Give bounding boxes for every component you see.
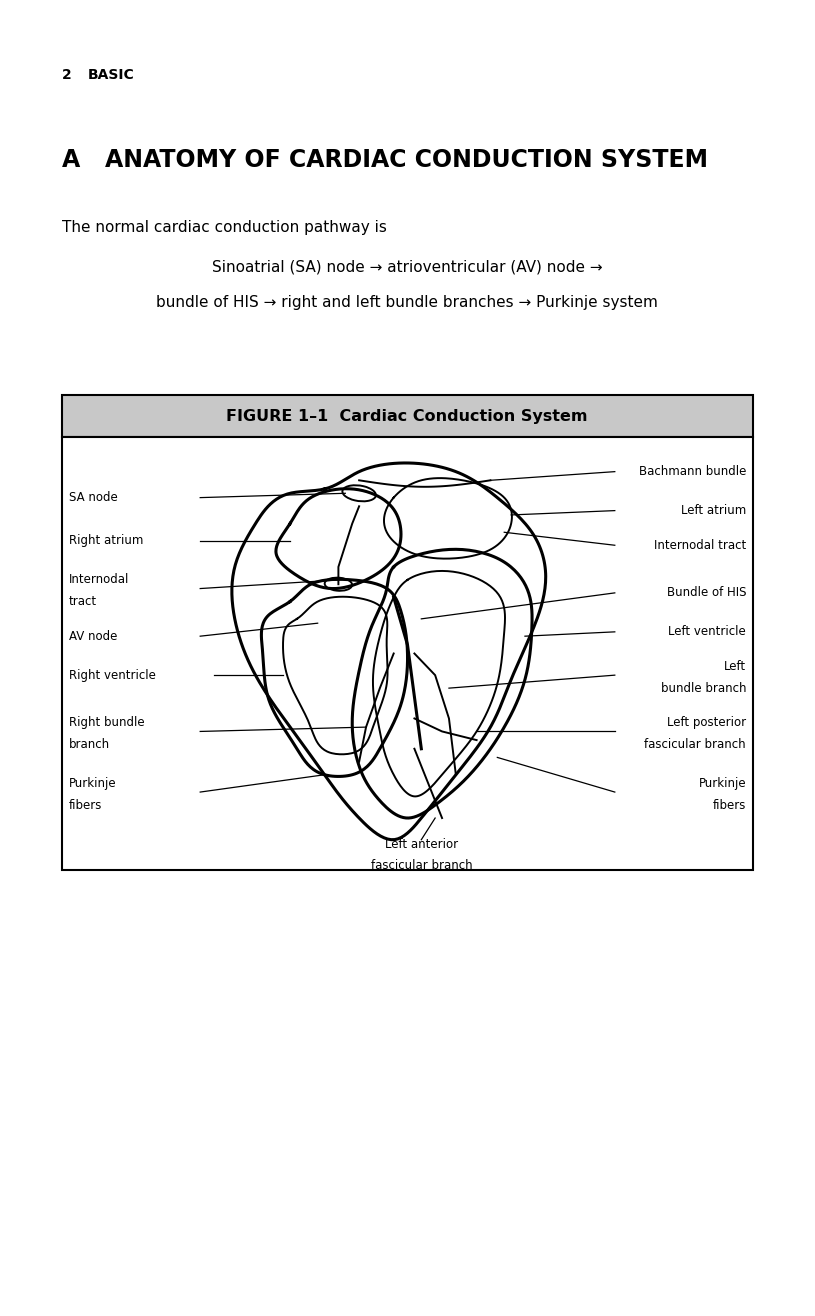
Text: FIGURE 1–1  Cardiac Conduction System: FIGURE 1–1 Cardiac Conduction System <box>227 408 588 424</box>
Text: Internodal: Internodal <box>69 574 130 587</box>
Text: Left: Left <box>724 661 746 672</box>
Text: Internodal tract: Internodal tract <box>654 538 746 551</box>
Text: Left posterior: Left posterior <box>667 716 746 729</box>
Text: bundle of HIS → right and left bundle branches → Purkinje system: bundle of HIS → right and left bundle br… <box>156 295 658 311</box>
Text: tract: tract <box>69 595 97 608</box>
Text: A   ANATOMY OF CARDIAC CONDUCTION SYSTEM: A ANATOMY OF CARDIAC CONDUCTION SYSTEM <box>62 147 708 172</box>
Text: Sinoatrial (SA) node → atrioventricular (AV) node →: Sinoatrial (SA) node → atrioventricular … <box>212 261 602 275</box>
Text: AV node: AV node <box>69 629 117 642</box>
Text: BASIC: BASIC <box>88 68 134 82</box>
Text: Bundle of HIS: Bundle of HIS <box>667 587 746 599</box>
Text: Left ventricle: Left ventricle <box>668 625 746 638</box>
FancyBboxPatch shape <box>62 437 753 870</box>
Text: Left anterior: Left anterior <box>385 837 458 850</box>
FancyBboxPatch shape <box>62 395 753 437</box>
Text: Right ventricle: Right ventricle <box>69 669 156 682</box>
Text: Right bundle: Right bundle <box>69 716 144 729</box>
Text: Purkinje: Purkinje <box>69 776 117 790</box>
Text: fibers: fibers <box>712 799 746 812</box>
Text: bundle branch: bundle branch <box>661 682 746 695</box>
Text: SA node: SA node <box>69 491 117 504</box>
Text: Bachmann bundle: Bachmann bundle <box>639 465 746 478</box>
Text: 2: 2 <box>62 68 72 82</box>
Text: The normal cardiac conduction pathway is: The normal cardiac conduction pathway is <box>62 220 387 236</box>
Text: fascicular branch: fascicular branch <box>645 738 746 751</box>
Text: Right atrium: Right atrium <box>69 534 143 547</box>
Text: Left atrium: Left atrium <box>681 504 746 517</box>
Text: branch: branch <box>69 738 110 751</box>
Text: Purkinje: Purkinje <box>698 776 746 790</box>
Text: fibers: fibers <box>69 799 103 812</box>
Text: fascicular branch: fascicular branch <box>371 859 472 873</box>
